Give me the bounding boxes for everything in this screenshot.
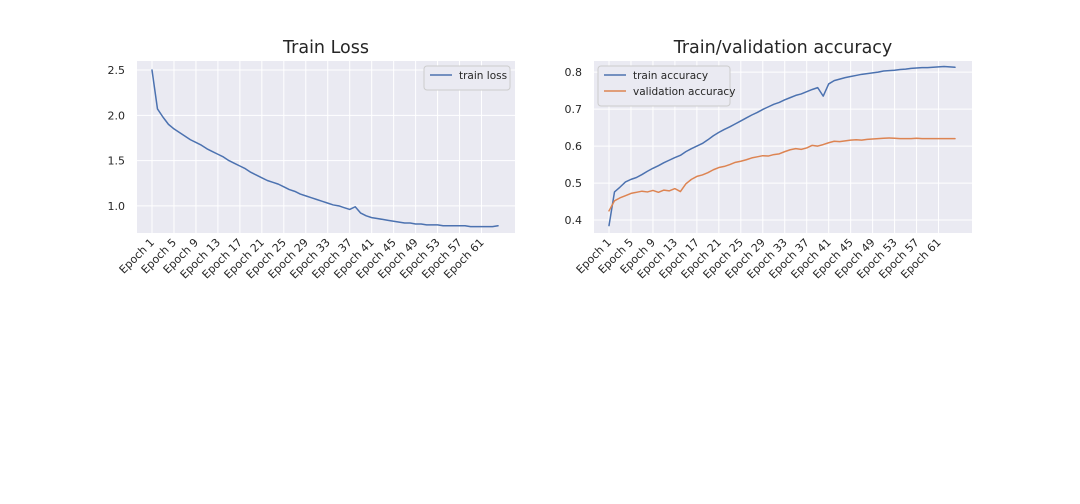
y-tick-label: 1.0 (108, 200, 126, 213)
chart-title: Train/validation accuracy (673, 38, 893, 58)
y-tick-label: 2.5 (108, 64, 126, 77)
legend-label: train accuracy (633, 70, 708, 82)
validation-accuracy-line (608, 137, 956, 212)
legend-label: train loss (459, 70, 507, 82)
y-tick-label: 0.5 (565, 177, 583, 190)
y-tick-label: 0.8 (565, 66, 583, 79)
y-tick-label: 0.4 (565, 214, 583, 227)
y-tick-label: 0.6 (565, 140, 583, 153)
legend-box (597, 65, 731, 107)
y-tick-label: 1.5 (108, 155, 126, 168)
chart-title: Train Loss (282, 38, 369, 58)
legend: train accuracy validation accuracy (597, 65, 735, 107)
legend: train loss (423, 65, 511, 91)
y-tick-label: 0.7 (565, 103, 583, 116)
y-tick-label: 2.0 (108, 109, 126, 122)
legend-box (423, 65, 511, 91)
legend-label: validation accuracy (633, 86, 735, 98)
train-accuracy-line (608, 65, 956, 227)
train-loss-line (151, 69, 499, 228)
